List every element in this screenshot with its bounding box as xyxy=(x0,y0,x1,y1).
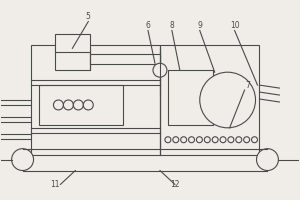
Circle shape xyxy=(153,63,167,77)
Circle shape xyxy=(173,137,179,143)
Circle shape xyxy=(236,137,242,143)
Circle shape xyxy=(256,149,278,171)
Circle shape xyxy=(228,137,234,143)
Circle shape xyxy=(53,100,63,110)
Text: 5: 5 xyxy=(86,12,91,21)
Circle shape xyxy=(74,100,83,110)
Circle shape xyxy=(165,137,171,143)
Circle shape xyxy=(188,137,194,143)
Bar xyxy=(31,45,160,155)
Text: 8: 8 xyxy=(169,21,174,30)
Circle shape xyxy=(196,137,202,143)
Circle shape xyxy=(204,137,210,143)
Circle shape xyxy=(83,100,93,110)
Bar xyxy=(56,48,90,70)
Circle shape xyxy=(181,137,187,143)
Circle shape xyxy=(212,137,218,143)
Bar xyxy=(90,54,160,64)
Text: 9: 9 xyxy=(197,21,202,30)
Text: 11: 11 xyxy=(51,180,60,189)
Circle shape xyxy=(63,100,74,110)
Text: 12: 12 xyxy=(170,180,180,189)
Bar xyxy=(56,34,90,52)
Text: 10: 10 xyxy=(230,21,239,30)
Bar xyxy=(160,45,260,155)
Circle shape xyxy=(200,72,256,128)
Circle shape xyxy=(251,137,257,143)
Bar xyxy=(168,70,213,125)
Circle shape xyxy=(220,137,226,143)
Text: 6: 6 xyxy=(146,21,150,30)
Bar xyxy=(38,85,123,125)
Circle shape xyxy=(12,149,34,171)
Circle shape xyxy=(244,137,250,143)
Text: 7: 7 xyxy=(245,81,250,90)
